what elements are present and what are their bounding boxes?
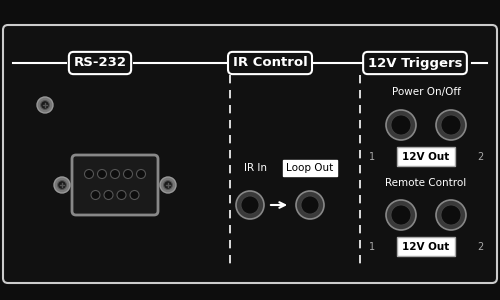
Circle shape <box>160 177 176 193</box>
Circle shape <box>164 181 172 189</box>
Circle shape <box>104 190 113 200</box>
Circle shape <box>91 190 100 200</box>
Circle shape <box>236 191 264 219</box>
Circle shape <box>296 191 324 219</box>
Text: Power On/Off: Power On/Off <box>392 87 460 97</box>
Text: 1: 1 <box>369 242 375 252</box>
Text: IR In: IR In <box>244 163 266 173</box>
Text: 2: 2 <box>477 152 483 162</box>
Circle shape <box>436 200 466 230</box>
Text: 2: 2 <box>477 242 483 252</box>
FancyBboxPatch shape <box>72 155 158 215</box>
Circle shape <box>84 169 94 178</box>
Text: IR Control: IR Control <box>232 56 308 70</box>
Text: 12V Triggers: 12V Triggers <box>368 56 462 70</box>
Circle shape <box>117 190 126 200</box>
Text: Loop Out: Loop Out <box>286 163 334 173</box>
Circle shape <box>386 110 416 140</box>
Circle shape <box>441 115 461 135</box>
Circle shape <box>124 169 132 178</box>
Circle shape <box>391 115 411 135</box>
FancyBboxPatch shape <box>3 25 497 283</box>
Circle shape <box>386 200 416 230</box>
Circle shape <box>40 100 50 109</box>
Text: 12V Out: 12V Out <box>402 152 450 161</box>
Circle shape <box>391 205 411 225</box>
Text: RS-232: RS-232 <box>74 56 126 70</box>
Circle shape <box>301 196 319 214</box>
Circle shape <box>58 181 66 189</box>
FancyBboxPatch shape <box>397 147 455 166</box>
Text: 12V Out: 12V Out <box>402 242 450 251</box>
Text: 1: 1 <box>369 152 375 162</box>
Circle shape <box>436 110 466 140</box>
FancyBboxPatch shape <box>397 237 455 256</box>
Circle shape <box>130 190 139 200</box>
Circle shape <box>110 169 120 178</box>
Circle shape <box>54 177 70 193</box>
Circle shape <box>37 97 53 113</box>
Text: Remote Control: Remote Control <box>386 178 466 188</box>
Circle shape <box>136 169 145 178</box>
Circle shape <box>441 205 461 225</box>
Circle shape <box>98 169 106 178</box>
Circle shape <box>241 196 259 214</box>
